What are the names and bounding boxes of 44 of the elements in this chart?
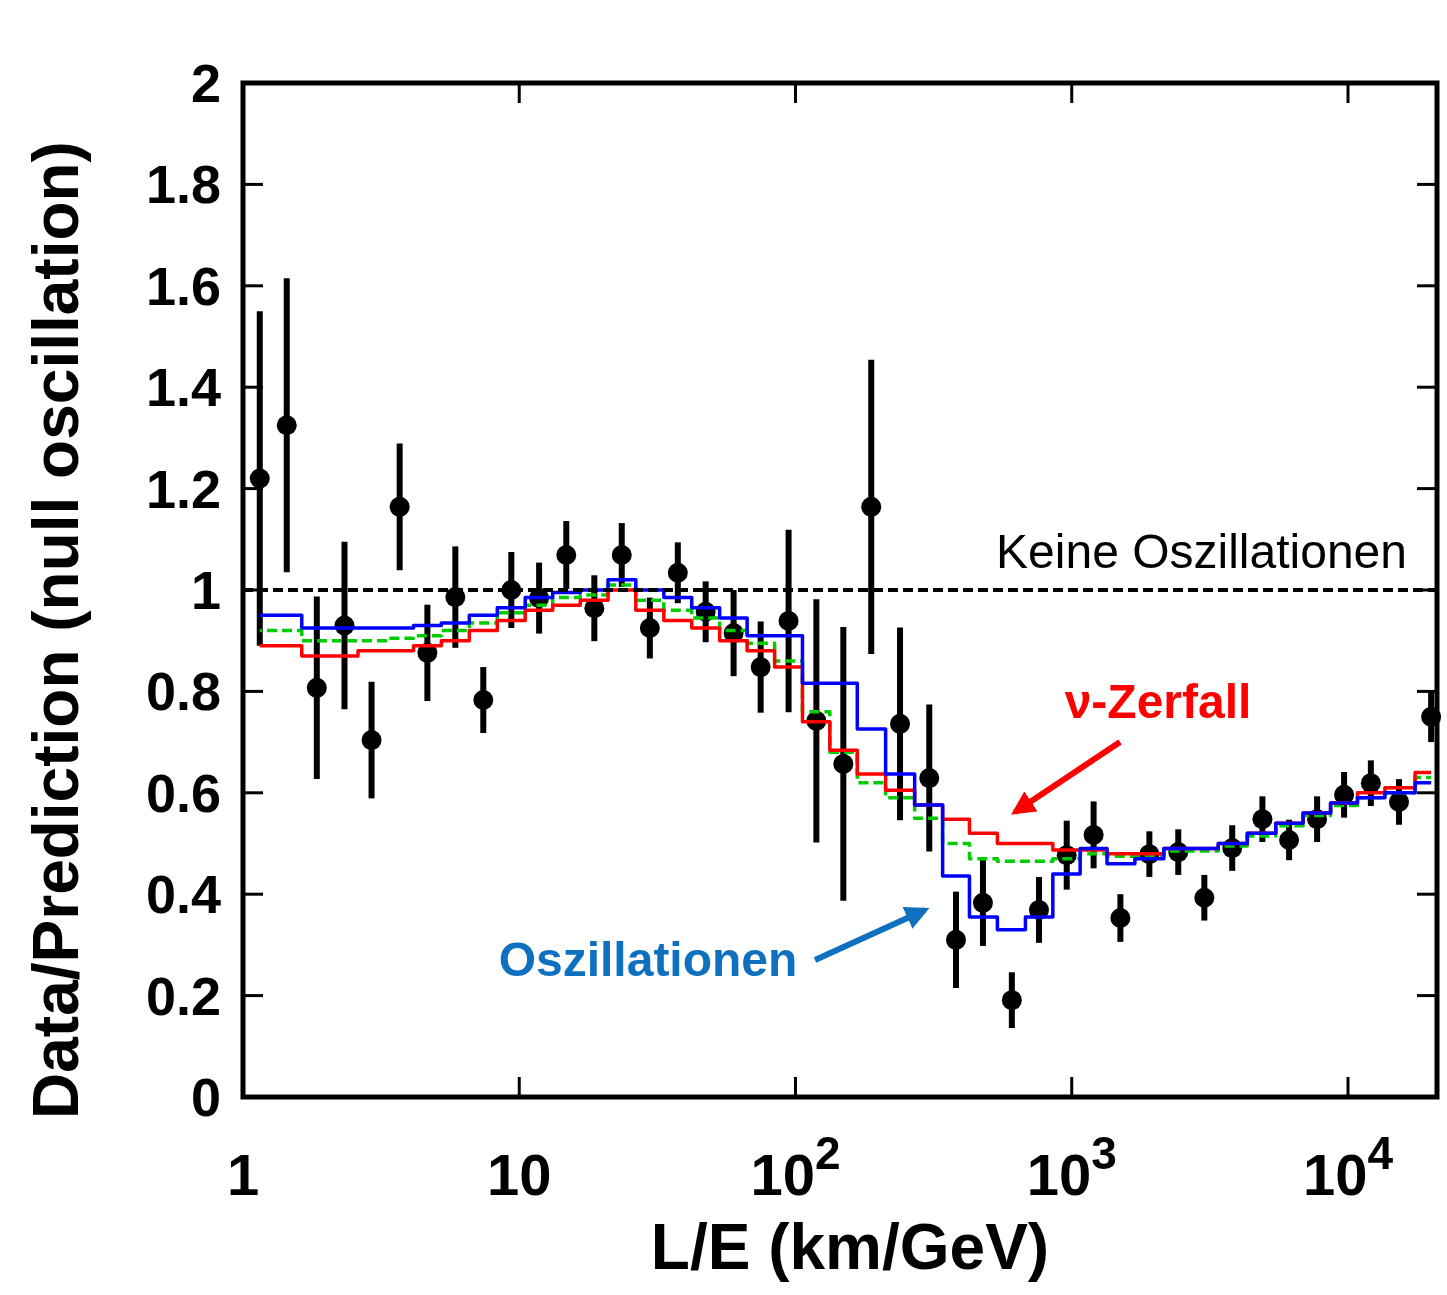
point [1279,829,1300,850]
point [611,545,632,566]
point [1110,908,1131,929]
annotation: ν-Zerfall [1064,675,1252,728]
point [639,618,660,639]
point [945,929,966,950]
point [1001,990,1022,1011]
y-tick-label: 2 [190,53,221,113]
x-axis-title: L/E (km/GeV) [650,1211,1050,1283]
point [972,892,993,913]
y-tick-label: 0.4 [145,864,221,925]
ref-line-label: Keine Oszillationen [996,525,1407,578]
point [1360,773,1381,794]
x-tick-label: 10 [486,1142,552,1207]
point [556,545,577,566]
y-tick-label: 1 [190,560,221,620]
y-tick-label: 1.4 [145,357,221,418]
point [249,468,270,489]
point [361,730,382,751]
annotation: Oszillationen [498,933,798,986]
point [306,677,327,698]
y-tick-label: 0 [190,1067,221,1127]
x-tick-label: 10$^{2}$ [750,1127,841,1207]
point [1083,824,1104,845]
y-tick-label: 0.8 [145,661,221,722]
point [778,610,799,631]
y-tick-label: 0.2 [145,965,221,1026]
point [1194,887,1215,908]
y-tick-label: 1.2 [145,458,221,519]
y-axis-title: Data/Prediction (null oscillation) [20,141,92,1119]
point [1252,809,1273,830]
y-tick-label: 1.8 [145,154,221,215]
y-tick-label: 0.6 [145,762,221,823]
point [861,496,882,517]
point [750,657,771,678]
y-tick-label: 1.6 [145,255,221,316]
x-tick-label: 10$^{4}$ [1302,1127,1394,1207]
point [833,753,854,774]
point [389,496,410,517]
x-tick-label: 10$^{3}$ [1026,1127,1117,1207]
point [667,562,688,583]
point [890,713,911,734]
point [919,768,940,789]
point [473,690,494,711]
